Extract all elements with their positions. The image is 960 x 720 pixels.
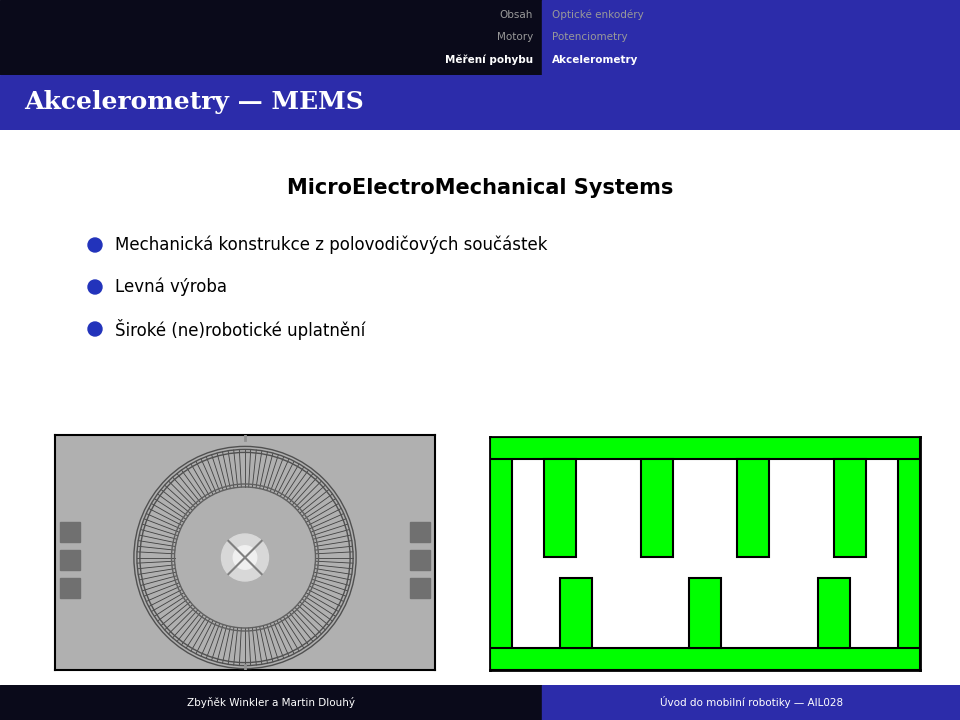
Bar bbox=[410, 521, 430, 541]
Bar bbox=[261, 685, 265, 706]
Text: Měření pohybu: Měření pohybu bbox=[444, 55, 533, 66]
Bar bbox=[542, 0, 960, 75]
Text: Levná výroba: Levná výroba bbox=[115, 278, 227, 296]
Bar bbox=[247, 410, 251, 429]
Bar bbox=[0, 685, 542, 720]
Bar bbox=[240, 685, 244, 706]
Bar bbox=[818, 578, 850, 648]
Bar bbox=[240, 410, 244, 429]
Bar bbox=[0, 0, 542, 75]
Text: Akcelerometry — MEMS: Akcelerometry — MEMS bbox=[24, 91, 364, 114]
Circle shape bbox=[88, 238, 102, 252]
Bar bbox=[490, 648, 920, 670]
Text: Úvod do mobilní robotiky — AIL028: Úvod do mobilní robotiky — AIL028 bbox=[660, 696, 843, 708]
Circle shape bbox=[88, 280, 102, 294]
Text: Optické enkodéry: Optické enkodéry bbox=[552, 10, 644, 20]
Bar bbox=[219, 685, 223, 706]
Bar bbox=[561, 578, 592, 648]
Bar bbox=[60, 549, 80, 570]
Bar bbox=[233, 410, 237, 429]
Bar bbox=[254, 685, 258, 706]
Bar bbox=[833, 459, 866, 557]
Bar bbox=[226, 410, 230, 429]
Bar bbox=[233, 685, 237, 706]
Bar bbox=[542, 685, 960, 720]
Bar bbox=[898, 437, 920, 670]
Text: MicroElectroMechanical Systems: MicroElectroMechanical Systems bbox=[287, 178, 673, 198]
Bar bbox=[226, 685, 230, 706]
Text: Široké (ne)robotické uplatnění: Široké (ne)robotické uplatnění bbox=[115, 318, 365, 340]
Circle shape bbox=[233, 546, 256, 570]
Bar bbox=[254, 410, 258, 429]
Text: Zbyňěk Winkler a Martin Dlouhý: Zbyňěk Winkler a Martin Dlouhý bbox=[187, 697, 355, 708]
Circle shape bbox=[88, 322, 102, 336]
Text: Motory: Motory bbox=[496, 32, 533, 42]
Bar bbox=[410, 549, 430, 570]
Bar bbox=[60, 577, 80, 598]
Bar bbox=[544, 459, 576, 557]
Text: Mechanická konstrukce z polovodičových součástek: Mechanická konstrukce z polovodičových s… bbox=[115, 235, 547, 254]
Bar bbox=[640, 459, 673, 557]
Bar bbox=[490, 437, 920, 459]
Bar bbox=[247, 685, 251, 706]
Bar bbox=[261, 410, 265, 429]
Bar bbox=[737, 459, 769, 557]
Bar bbox=[490, 437, 512, 670]
Bar bbox=[219, 410, 223, 429]
Text: Akcelerometry: Akcelerometry bbox=[552, 55, 638, 65]
Bar bbox=[410, 577, 430, 598]
Bar bbox=[60, 521, 80, 541]
Text: Potenciometry: Potenciometry bbox=[552, 32, 628, 42]
Bar bbox=[689, 578, 721, 648]
Circle shape bbox=[222, 534, 269, 581]
Text: Obsah: Obsah bbox=[499, 10, 533, 20]
